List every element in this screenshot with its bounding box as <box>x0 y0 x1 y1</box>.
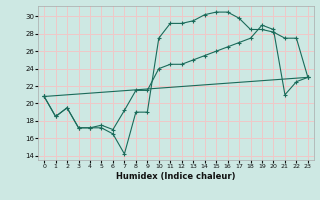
X-axis label: Humidex (Indice chaleur): Humidex (Indice chaleur) <box>116 172 236 181</box>
